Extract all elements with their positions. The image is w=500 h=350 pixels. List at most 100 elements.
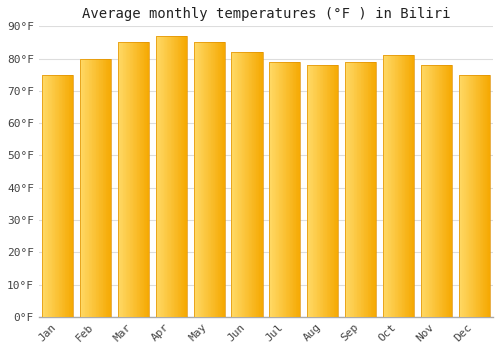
Bar (451, 65, 452, 317)
Bar (240, 52, 241, 317)
Bar (278, 62, 280, 317)
Bar (468, 75, 469, 317)
Bar (424, 65, 426, 317)
Bar (366, 62, 367, 317)
Bar (218, 42, 219, 317)
Bar (446, 65, 447, 317)
Bar (208, 42, 209, 317)
Bar (162, 36, 163, 317)
Bar (132, 42, 134, 317)
Bar (252, 52, 253, 317)
Bar (428, 65, 430, 317)
Bar (413, 55, 414, 317)
Bar (292, 62, 294, 317)
Bar (373, 62, 374, 317)
Bar (328, 65, 329, 317)
Bar (355, 62, 356, 317)
Bar (212, 42, 213, 317)
Bar (173, 36, 174, 317)
Bar (232, 52, 233, 317)
Bar (255, 52, 256, 317)
Bar (174, 36, 175, 317)
Bar (135, 42, 136, 317)
Bar (396, 55, 397, 317)
Bar (400, 55, 402, 317)
Bar (199, 42, 200, 317)
Bar (250, 52, 251, 317)
Bar (294, 62, 295, 317)
Bar (475, 75, 476, 317)
Bar (320, 65, 321, 317)
Bar (60, 75, 61, 317)
Bar (169, 36, 170, 317)
Bar (87, 58, 88, 317)
Bar (146, 42, 148, 317)
Bar (363, 62, 364, 317)
Bar (108, 58, 109, 317)
Bar (179, 36, 180, 317)
Bar (404, 55, 406, 317)
Bar (194, 42, 195, 317)
Bar (472, 75, 474, 317)
Bar (178, 36, 179, 317)
Bar (481, 75, 482, 317)
Bar (220, 42, 221, 317)
Bar (441, 65, 442, 317)
Bar (134, 42, 135, 317)
Bar (368, 62, 369, 317)
Bar (436, 65, 437, 317)
Bar (334, 65, 335, 317)
Bar (326, 65, 328, 317)
Bar (100, 58, 101, 317)
Bar (222, 42, 223, 317)
Bar (53, 75, 54, 317)
Bar (477, 75, 478, 317)
Bar (276, 62, 277, 317)
Title: Average monthly temperatures (°F ) in Biliri: Average monthly temperatures (°F ) in Bi… (82, 7, 450, 21)
Bar (466, 75, 467, 317)
Bar (67, 75, 68, 317)
Bar (145, 42, 146, 317)
Bar (365, 62, 366, 317)
Bar (261, 52, 262, 317)
Bar (141, 42, 142, 317)
Bar (144, 42, 145, 317)
Bar (84, 58, 86, 317)
Bar (286, 62, 287, 317)
Bar (324, 65, 325, 317)
Bar (57, 75, 58, 317)
Bar (49, 75, 50, 317)
Bar (254, 52, 255, 317)
Bar (290, 62, 291, 317)
Bar (319, 65, 320, 317)
Bar (202, 42, 203, 317)
Bar (247, 52, 248, 317)
Bar (484, 75, 485, 317)
Bar (476, 75, 477, 317)
Bar (287, 62, 288, 317)
Bar (471, 75, 472, 317)
Bar (50, 75, 51, 317)
Bar (393, 55, 394, 317)
Bar (349, 62, 350, 317)
Bar (124, 42, 125, 317)
Bar (308, 65, 310, 317)
Bar (367, 62, 368, 317)
Bar (332, 65, 333, 317)
Bar (335, 65, 336, 317)
Bar (411, 55, 412, 317)
Bar (168, 36, 169, 317)
Bar (282, 62, 284, 317)
Bar (96, 58, 97, 317)
Bar (62, 75, 63, 317)
Bar (372, 62, 373, 317)
Bar (434, 65, 436, 317)
Bar (86, 58, 87, 317)
Bar (180, 36, 182, 317)
Bar (345, 62, 346, 317)
Bar (296, 62, 298, 317)
Bar (214, 42, 216, 317)
Bar (209, 42, 210, 317)
Bar (237, 52, 238, 317)
Bar (61, 75, 62, 317)
